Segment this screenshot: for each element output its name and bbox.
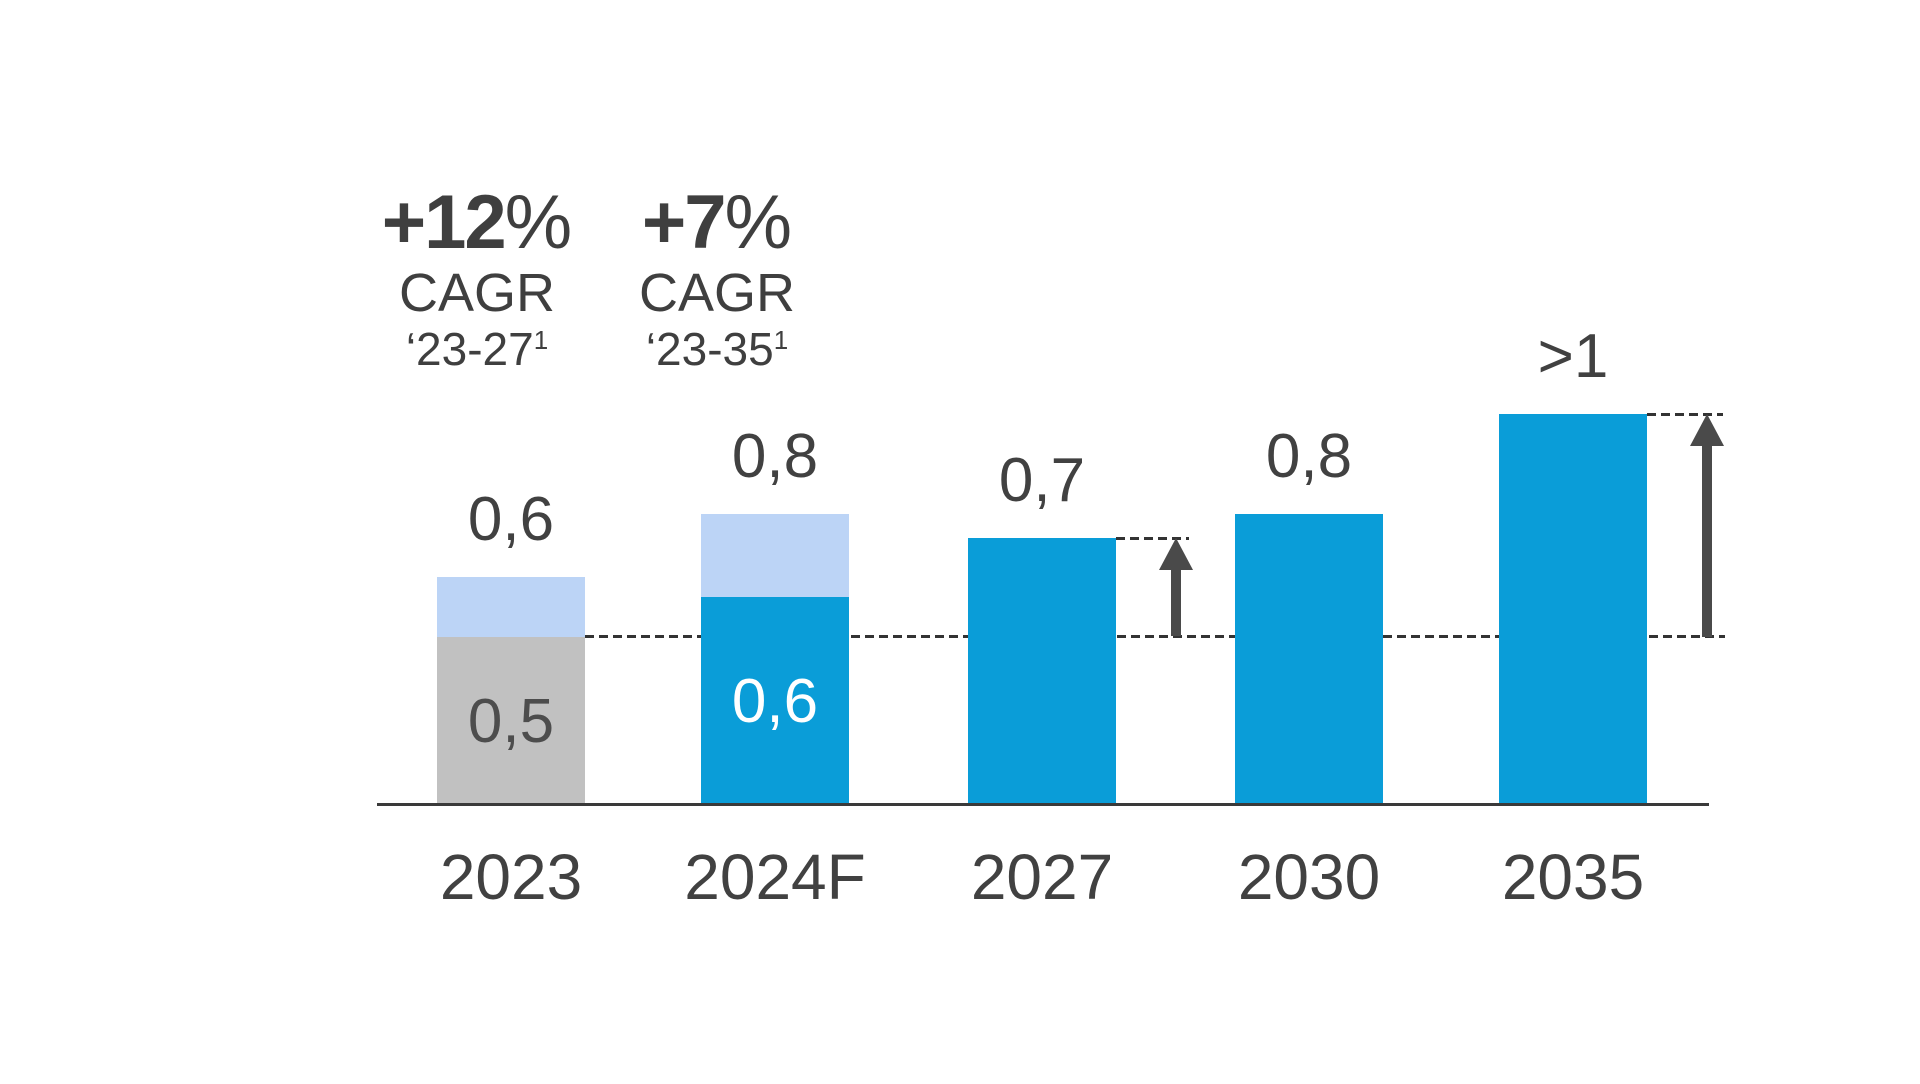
- x-axis-line: [377, 803, 1709, 806]
- cagr-range: ‘23-271: [382, 323, 573, 382]
- cagr-label: CAGR: [638, 263, 796, 323]
- baseline-reference-dashed-line: [585, 635, 1725, 638]
- bar-inner-label-2023: 0,5: [467, 686, 555, 756]
- cagr-annotation-23-27: +12% CAGR ‘23-271: [382, 183, 573, 382]
- growth-arrow-2027-shaft: [1171, 566, 1181, 636]
- range-text: ‘23-35: [645, 323, 774, 375]
- bar-total-label-2023: 0,6: [467, 485, 555, 554]
- growth-number: +12: [381, 180, 507, 265]
- growth-arrow-2027-head: [1159, 538, 1193, 570]
- growth-arrow-2035-head: [1690, 414, 1724, 446]
- bar-segment-2023-gray: [437, 637, 585, 805]
- cagr-growth-value: +7%: [639, 183, 795, 263]
- axis-label-2030: 2030: [1237, 841, 1381, 913]
- percent-sign: %: [504, 180, 573, 265]
- bar-inner-label-2024F: 0,6: [731, 666, 819, 736]
- level-dashed-line-2027: [1116, 537, 1189, 540]
- bar-segment-2035-blue: [1499, 414, 1647, 805]
- bar-segment-2024F-light: [701, 514, 849, 597]
- footnote-superscript: 1: [773, 325, 789, 355]
- growth-number: +7: [641, 180, 727, 265]
- growth-arrow-2035-shaft: [1702, 444, 1712, 637]
- bar-total-label-2035: >1: [1537, 322, 1609, 391]
- bar-total-label-2024F: 0,8: [731, 422, 819, 491]
- bar-total-label-2027: 0,7: [998, 446, 1086, 515]
- bar-segment-2030-blue: [1235, 514, 1383, 805]
- bar-segment-2024F-blue: [701, 597, 849, 805]
- bar-segment-2027-blue: [968, 538, 1116, 805]
- bar-total-label-2030: 0,8: [1265, 422, 1353, 491]
- cagr-label: CAGR: [398, 263, 555, 323]
- axis-label-2023: 2023: [439, 841, 583, 913]
- cagr-annotation-23-35: +7% CAGR ‘23-351: [639, 183, 795, 382]
- cagr-growth-value: +12%: [382, 183, 573, 263]
- level-dashed-line-2035: [1647, 413, 1723, 416]
- footnote-superscript: 1: [533, 325, 549, 355]
- axis-label-2035: 2035: [1501, 841, 1645, 913]
- bar-segment-2023-light: [437, 577, 585, 637]
- axis-label-2027: 2027: [970, 841, 1114, 913]
- cagr-range: ‘23-351: [639, 323, 795, 382]
- axis-label-2024F: 2024F: [684, 841, 866, 913]
- range-text: ‘23-27: [405, 323, 534, 375]
- percent-sign: %: [724, 180, 793, 265]
